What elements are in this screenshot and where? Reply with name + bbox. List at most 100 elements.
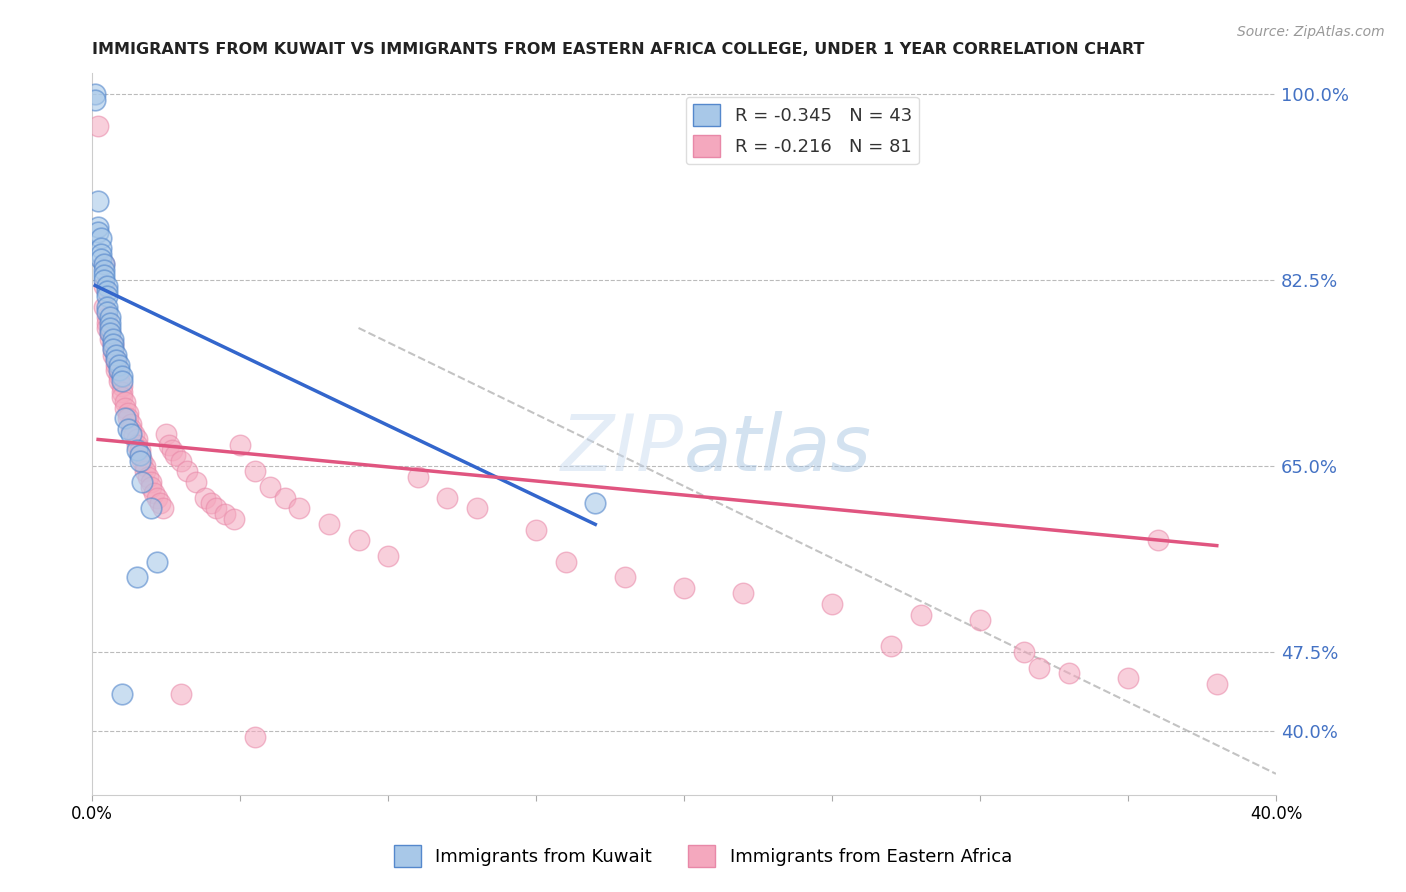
Point [93, 278, 115, 293]
Legend: Immigrants from Kuwait, Immigrants from Eastern Africa: Immigrants from Kuwait, Immigrants from … [387, 838, 1019, 874]
Point [111, 390, 134, 404]
Point [733, 586, 755, 600]
Point [214, 507, 236, 521]
Point [205, 501, 228, 516]
Point [229, 438, 252, 452]
Point [613, 570, 636, 584]
Point [108, 358, 131, 372]
Point [120, 427, 142, 442]
Point [114, 395, 136, 409]
Point [128, 443, 150, 458]
Point [96, 284, 118, 298]
Point [273, 491, 295, 505]
Point [149, 496, 172, 510]
Point [93, 268, 115, 282]
Point [87, 120, 110, 134]
Point [90, 246, 112, 260]
Point [821, 597, 844, 611]
Point [84, 87, 107, 102]
Point [96, 300, 118, 314]
Point [108, 374, 131, 388]
Point [125, 443, 148, 458]
Point [96, 278, 118, 293]
Point [122, 427, 145, 442]
Point [377, 549, 399, 564]
Text: IMMIGRANTS FROM KUWAIT VS IMMIGRANTS FROM EASTERN AFRICA COLLEGE, UNDER 1 YEAR C: IMMIGRANTS FROM KUWAIT VS IMMIGRANTS FRO… [93, 42, 1144, 57]
Point [157, 438, 180, 452]
Point [143, 485, 166, 500]
Point [98, 321, 121, 335]
Point [111, 687, 134, 701]
Point [146, 555, 169, 569]
Point [184, 475, 207, 489]
Point [406, 469, 429, 483]
Point [101, 332, 124, 346]
Point [1028, 661, 1050, 675]
Point [93, 273, 115, 287]
Point [96, 321, 118, 335]
Point [117, 422, 139, 436]
Point [134, 464, 156, 478]
Point [146, 491, 169, 505]
Point [128, 448, 150, 462]
Point [117, 411, 139, 425]
Point [138, 469, 160, 483]
Point [176, 464, 198, 478]
Point [465, 501, 488, 516]
Point [554, 555, 576, 569]
Legend: R = -0.345   N = 43, R = -0.216   N = 81: R = -0.345 N = 43, R = -0.216 N = 81 [686, 96, 920, 164]
Point [104, 352, 127, 367]
Point [880, 640, 903, 654]
Point [84, 93, 107, 107]
Point [673, 581, 696, 595]
Point [101, 337, 124, 351]
Point [120, 417, 142, 431]
Point [98, 326, 121, 341]
Text: Source: ZipAtlas.com: Source: ZipAtlas.com [1237, 25, 1385, 39]
Point [170, 453, 193, 467]
Point [93, 300, 115, 314]
Point [108, 363, 131, 377]
Point [134, 458, 156, 473]
Point [141, 480, 163, 494]
Point [104, 363, 127, 377]
Point [114, 401, 136, 415]
Point [87, 220, 110, 235]
Point [93, 257, 115, 271]
Point [1205, 676, 1227, 690]
Point [125, 438, 148, 452]
Point [111, 374, 134, 388]
Point [125, 570, 148, 584]
Point [128, 448, 150, 462]
Point [101, 337, 124, 351]
Point [1057, 665, 1080, 680]
Point [524, 523, 547, 537]
Point [104, 352, 127, 367]
Point [104, 358, 127, 372]
Point [224, 512, 246, 526]
Point [155, 427, 177, 442]
Point [1116, 671, 1139, 685]
Point [170, 687, 193, 701]
Point [259, 480, 281, 494]
Point [104, 347, 127, 361]
Point [98, 326, 121, 341]
Point [96, 316, 118, 330]
Point [101, 347, 124, 361]
Point [101, 342, 124, 356]
Point [910, 607, 932, 622]
Point [90, 241, 112, 255]
Point [152, 501, 174, 516]
Point [87, 226, 110, 240]
Point [111, 384, 134, 399]
Point [90, 252, 112, 266]
Point [1146, 533, 1168, 548]
Point [160, 443, 183, 458]
Point [288, 501, 311, 516]
Point [96, 289, 118, 303]
Point [131, 453, 153, 467]
Point [114, 411, 136, 425]
Point [125, 433, 148, 447]
Point [117, 406, 139, 420]
Point [98, 332, 121, 346]
